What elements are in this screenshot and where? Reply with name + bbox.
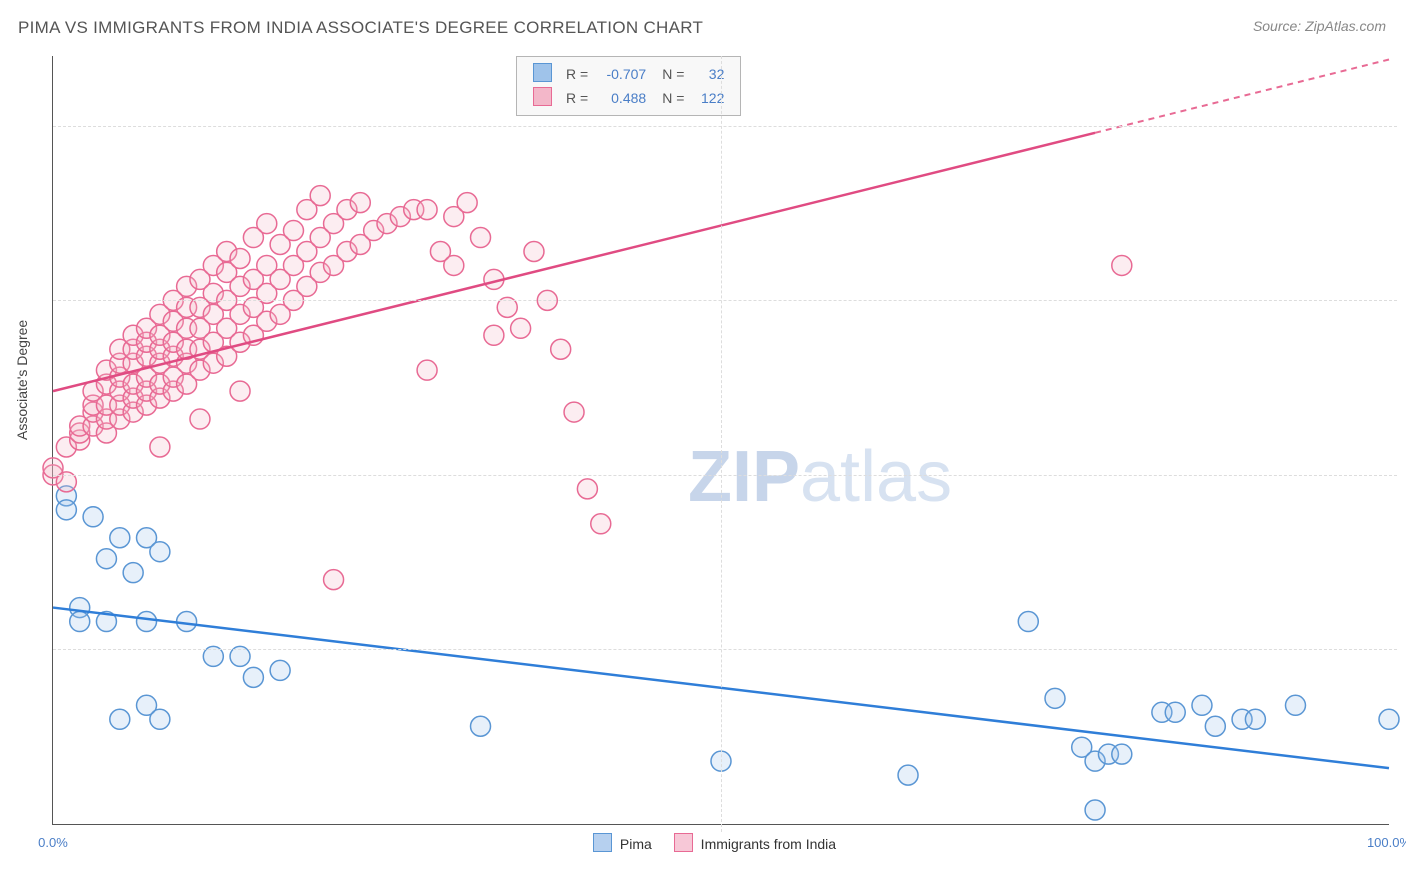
chart-title: PIMA VS IMMIGRANTS FROM INDIA ASSOCIATE'… [18, 18, 703, 38]
source-attribution: Source: ZipAtlas.com [1253, 18, 1386, 34]
data-point-india [1112, 255, 1132, 275]
data-point-pima [1165, 702, 1185, 722]
data-point-pima [137, 612, 157, 632]
data-point-india [230, 248, 250, 268]
data-point-india [230, 381, 250, 401]
data-point-pima [56, 500, 76, 520]
x-tick-label: 100.0% [1367, 835, 1406, 850]
series-legend: Pima Immigrants from India [593, 833, 858, 852]
data-point-pima [471, 716, 491, 736]
data-point-india [564, 402, 584, 422]
data-point-pima [898, 765, 918, 785]
data-point-pima [1085, 800, 1105, 820]
data-point-india [511, 318, 531, 338]
data-point-pima [150, 709, 170, 729]
data-point-india [417, 360, 437, 380]
data-point-india [257, 214, 277, 234]
y-tick-label: 25.0% [1397, 642, 1406, 657]
data-point-india [524, 241, 544, 261]
data-point-pima [110, 528, 130, 548]
data-point-pima [1285, 695, 1305, 715]
y-tick-label: 100.0% [1397, 118, 1406, 133]
data-point-india [471, 228, 491, 248]
data-point-india [591, 514, 611, 534]
y-tick-label: 75.0% [1397, 293, 1406, 308]
data-point-pima [70, 612, 90, 632]
data-point-pima [1112, 744, 1132, 764]
data-point-pima [1205, 716, 1225, 736]
data-point-pima [110, 709, 130, 729]
gridline-h [53, 475, 1397, 476]
legend-item: Immigrants from India [674, 836, 836, 852]
trend-line-ext-india [1095, 59, 1389, 132]
data-point-pima [83, 507, 103, 527]
data-point-pima [1018, 612, 1038, 632]
data-point-pima [96, 549, 116, 569]
data-point-india [190, 409, 210, 429]
data-point-pima [270, 660, 290, 680]
data-point-pima [150, 542, 170, 562]
data-point-pima [1379, 709, 1399, 729]
y-axis-label: Associate's Degree [14, 320, 30, 440]
x-tick-label: 0.0% [38, 835, 68, 850]
gridline-h [53, 649, 1397, 650]
data-point-india [444, 255, 464, 275]
data-point-india [551, 339, 571, 359]
scatter-plot-area: ZIPatlas R =-0.707N =32R =0.488N =122 Pi… [52, 56, 1389, 825]
data-point-india [150, 437, 170, 457]
data-point-india [577, 479, 597, 499]
data-point-pima [123, 563, 143, 583]
data-point-india [484, 325, 504, 345]
gridline-h [53, 300, 1397, 301]
data-point-india [457, 193, 477, 213]
gridline-v [721, 56, 722, 832]
y-tick-label: 50.0% [1397, 467, 1406, 482]
data-point-india [310, 186, 330, 206]
gridline-h [53, 126, 1397, 127]
data-point-india [324, 570, 344, 590]
legend-item: Pima [593, 836, 652, 852]
data-point-india [283, 221, 303, 241]
data-point-pima [243, 667, 263, 687]
data-point-india [350, 193, 370, 213]
data-point-pima [1192, 695, 1212, 715]
data-point-pima [1245, 709, 1265, 729]
data-point-india [417, 200, 437, 220]
data-point-pima [1045, 688, 1065, 708]
